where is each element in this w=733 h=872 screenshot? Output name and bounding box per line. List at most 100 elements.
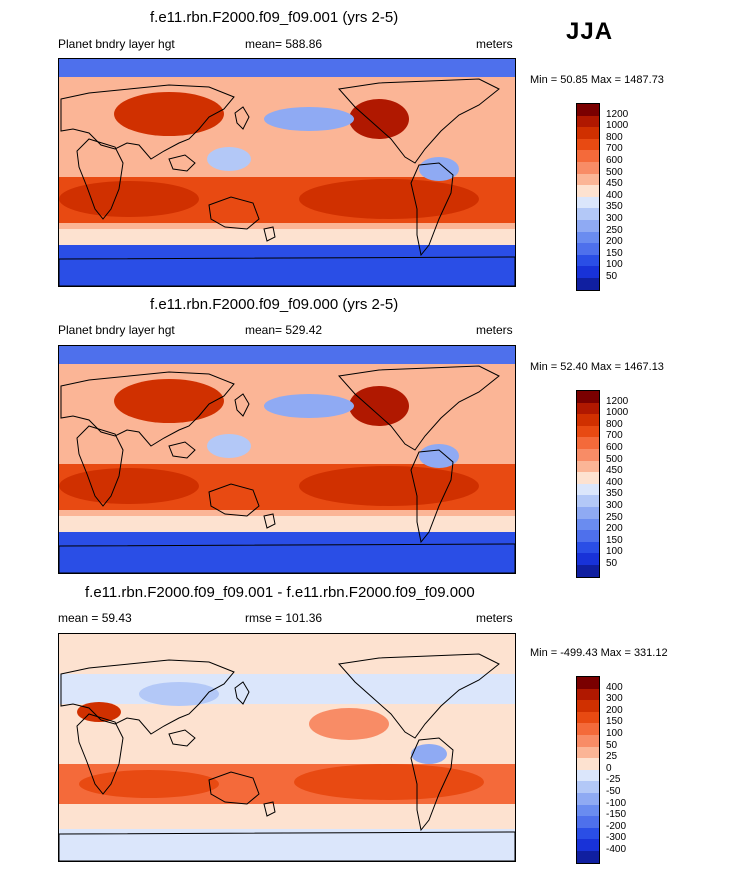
colorbar-tick-label: 150 [606,247,623,259]
colorbar-tick-label: 1000 [606,407,629,419]
colorbar-swatch [577,839,599,851]
field-warmpool-minimum [207,434,251,458]
colorbar-swatch [577,254,599,267]
colorbar-tick-label: 1000 [606,120,629,132]
field-pacific-minimum [264,394,354,418]
field-positive-maximum [79,770,219,798]
colorbar-swatch [577,564,599,577]
colorbar-tick-label: 50 [606,739,618,751]
colorbar-tick-label: 1200 [606,395,629,407]
panel-2-units-label: meters [476,323,513,337]
field-positive-maximum [294,764,484,800]
colorbar-swatch [577,734,599,747]
colorbar-swatch [577,196,599,209]
colorbar-swatch [577,850,599,863]
colorbar-tick-label: 0 [606,762,612,774]
colorbar-swatch [577,277,599,290]
colorbar-swatch [577,266,599,278]
field-arctic-band [59,59,515,77]
field-negative-band [59,674,515,704]
coastline [263,226,276,242]
colorbar-swatch [577,219,599,232]
colorbar-tick-label: 450 [606,178,623,190]
coastline [208,771,260,805]
colorbar-swatch [577,460,599,473]
coastline [338,653,500,739]
colorbar-tick-label: 600 [606,442,623,453]
field-southern-ocean-band [59,229,515,249]
colorbar-tick-label: 450 [606,465,623,477]
coastline [76,425,124,507]
colorbar-tick-label: 100 [606,546,623,558]
coastline [76,138,124,220]
colorbar-swatch [577,402,599,415]
colorbar-swatch [577,425,599,438]
colorbar-tick-label: 500 [606,166,623,178]
coastline [338,78,500,164]
panel-1-mean-label: mean= 588.86 [245,37,323,51]
panel-2-variable-label: Planet bndry layer hgt [58,323,175,337]
colorbar-tick-label: -400 [606,844,627,855]
colorbar-tick-label: 700 [606,430,623,442]
panel-2-minmax: Min = 52.40 Max = 1467.13 [530,361,664,373]
field-subtropical-maximum [59,181,199,217]
colorbar-tick-label: -300 [606,832,627,844]
colorbar-tick-label: 300 [606,500,623,511]
colorbar-tick-label: 200 [606,523,623,535]
colorbar-tick-label: -100 [606,797,627,809]
field-continental-maximum [114,379,224,423]
colorbar-tick-label: 50 [606,271,618,282]
field-negative-patch [139,682,219,706]
colorbar-swatch [577,746,599,759]
colorbar-swatch [577,243,599,255]
field-background [59,634,515,861]
colorbar-tick-label: -25 [606,774,621,786]
colorbar-tick-label: 100 [606,728,623,739]
field-arctic-band [59,346,515,364]
colorbar-tick-label: 400 [606,189,623,201]
colorbar-tick-label: 800 [606,418,623,430]
colorbar-swatch [577,711,599,724]
field-amazon-minimum [419,444,459,468]
colorbar-swatch [577,115,599,128]
coastline [263,801,276,817]
colorbar-tick-label: 250 [606,511,623,523]
coastline [410,162,454,257]
field-negative-patch [411,744,447,764]
panel-1-colorbar [576,103,600,291]
coastline [76,713,124,795]
field-continental-maximum [114,92,224,136]
field-antarctic-band [59,532,515,573]
colorbar-swatch [577,769,599,782]
coastline [208,196,260,230]
panel-3-minmax: Min = -499.43 Max = 331.12 [530,647,668,659]
colorbar-swatch [577,448,599,461]
field-antarctic-band [59,829,515,861]
coastline [60,84,235,160]
colorbar-swatch [577,150,599,162]
colorbar-tick-label: 400 [606,476,623,488]
panel-1-minmax: Min = 50.85 Max = 1487.73 [530,74,664,86]
colorbar-tick-label: 150 [606,716,623,728]
colorbar-swatch [577,185,599,197]
colorbar-tick-label: 300 [606,213,623,224]
field-antarctic-band [59,245,515,286]
panel-2-mean-label: mean= 529.42 [245,323,323,337]
field-continental-maximum [349,386,409,426]
panel-3-rmse-label: rmse = 101.36 [245,611,323,625]
colorbar-tick-label: 350 [606,488,623,500]
coastline [59,543,515,573]
colorbar-tick-label: 25 [606,751,618,763]
colorbar-swatch [577,700,599,712]
panel-2-map [58,345,516,574]
field-subtropical-maximum [59,468,199,504]
coastline [234,681,250,705]
colorbar-swatch [577,723,599,735]
colorbar-tick-label: 250 [606,224,623,236]
colorbar-swatch [577,472,599,484]
colorbar-swatch [577,127,599,139]
coastline [59,256,515,286]
colorbar-tick-label: 700 [606,143,623,155]
colorbar-swatch [577,781,599,793]
colorbar-tick-label: -50 [606,786,621,797]
